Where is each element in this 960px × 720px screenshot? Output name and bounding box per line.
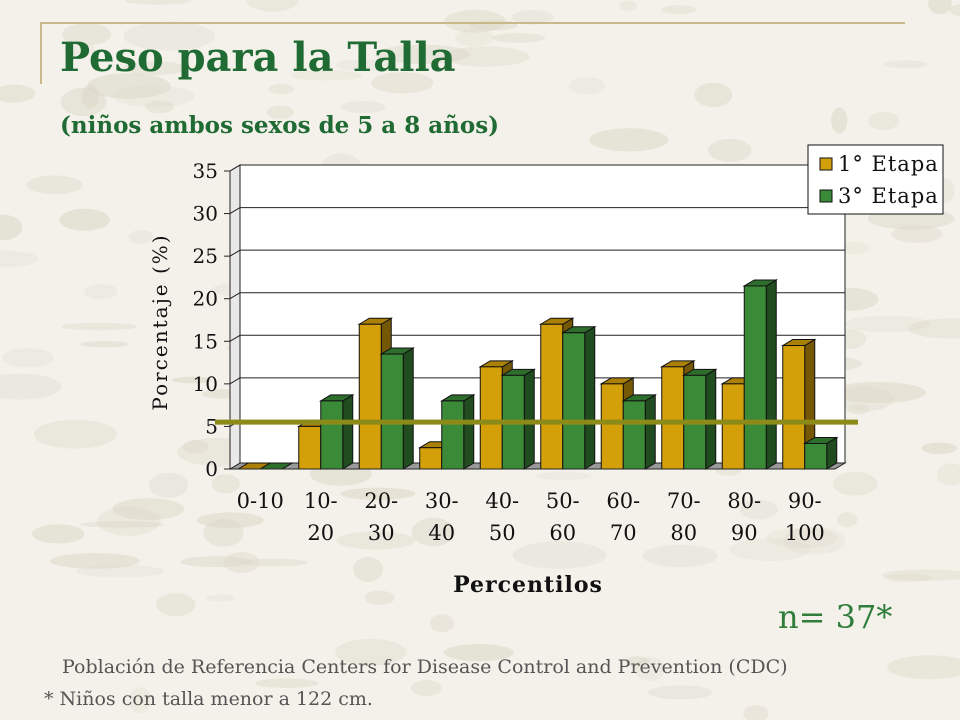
page-title: Peso para la Talla <box>60 34 456 81</box>
legend-swatch <box>819 189 833 203</box>
x-tick-label: 50 <box>489 521 516 545</box>
gridline-diagonal <box>229 377 241 385</box>
axis-layer <box>224 170 835 470</box>
bar-3-etapa <box>560 325 597 470</box>
reference-population-note: Población de Referencia Centers for Dise… <box>62 656 788 678</box>
y-tick-label: 20 <box>193 287 218 311</box>
y-tick-label: 30 <box>193 202 218 226</box>
y-axis-title: Porcentaje (%) <box>148 233 172 410</box>
x-tick-label: 60- <box>606 489 640 513</box>
x-tick-label: 90- <box>788 489 822 513</box>
bar-3-etapa <box>802 436 839 470</box>
x-tick-label: 40- <box>485 489 519 513</box>
x-tick-label: 70- <box>667 489 701 513</box>
footnote: * Niños con talla menor a 122 cm. <box>44 688 373 710</box>
x-axis-title: Percentilos <box>453 572 603 598</box>
bar-3-etapa <box>681 368 718 470</box>
y-tick-label: 0 <box>205 457 218 481</box>
x-tick-label: 70 <box>610 521 637 545</box>
page-subtitle: (niños ambos sexos de 5 a 8 años) <box>60 112 500 139</box>
bar-3-etapa <box>439 394 476 470</box>
x-tick-label: 20- <box>364 489 398 513</box>
bar-1-etapa <box>780 338 817 470</box>
bar-3-etapa <box>742 279 779 470</box>
x-tick-label: 30- <box>425 489 459 513</box>
y-tick-label: 35 <box>193 159 218 183</box>
gridline-diagonal <box>229 334 241 342</box>
y-tick-label: 5 <box>205 414 218 438</box>
sample-size-label: n= 37* <box>778 598 893 636</box>
legend-label: 1° Etapa <box>838 152 939 176</box>
bar-3-etapa <box>379 347 416 470</box>
gridline-diagonal <box>229 249 241 257</box>
x-tick-label: 10- <box>304 489 338 513</box>
x-tick-label: 50- <box>546 489 580 513</box>
legend-label: 3° Etapa <box>838 184 939 208</box>
x-tick-label: 80- <box>727 489 761 513</box>
legend-swatch <box>819 157 833 171</box>
gridline-diagonal <box>229 207 241 215</box>
bar-3-etapa <box>621 394 658 470</box>
y-tick-label: 15 <box>193 329 218 353</box>
y-tick-label: 25 <box>193 244 218 268</box>
x-tick-label: 20 <box>307 521 334 545</box>
legend: 1° Etapa 3° Etapa <box>807 144 944 215</box>
x-tick-label: 30 <box>368 521 395 545</box>
x-tick-label: 90 <box>731 521 758 545</box>
gridline-diagonal <box>229 164 241 172</box>
x-tick-label: 0-10 <box>237 489 284 513</box>
frame-top-rule <box>40 22 905 24</box>
x-tick-label: 100 <box>785 521 825 545</box>
bar-3-etapa <box>318 394 355 470</box>
x-tick-label: 60 <box>549 521 576 545</box>
bar-3-etapa <box>500 368 537 470</box>
frame-left-rule <box>40 22 42 84</box>
gridline-diagonal <box>229 292 241 300</box>
label-layer: 0 5 10 15 20 25 30 35 0-10 10- 20 20- 30 30- 40 40- 50 50… <box>148 159 825 598</box>
x-tick-label: 40 <box>428 521 455 545</box>
x-tick-label: 80 <box>670 521 697 545</box>
y-tick-label: 10 <box>193 372 218 396</box>
